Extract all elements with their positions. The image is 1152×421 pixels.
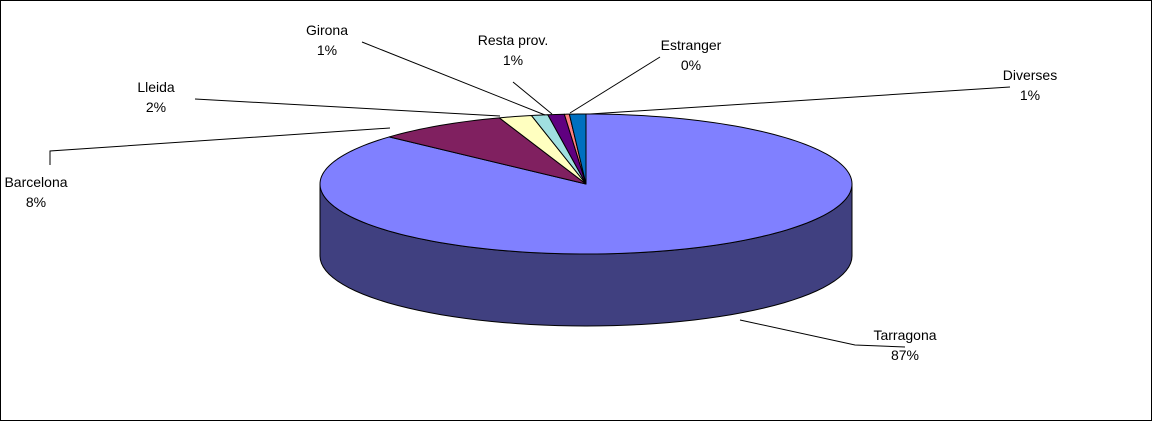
leader-line-girona [361, 41, 546, 116]
leader-lines [49, 41, 1011, 348]
pie-slice-barcelona [388, 117, 587, 185]
slice-label-name: Estranger [661, 37, 722, 53]
slice-label-percent: 1% [503, 52, 523, 68]
slice-label-name: Lleida [137, 79, 175, 95]
leader-line-diverses [589, 86, 1011, 115]
slice-label-percent: 1% [1020, 87, 1040, 103]
slice-label-percent: 8% [26, 194, 46, 210]
slice-label-name: Girona [306, 22, 348, 38]
slice-labels: Tarragona 87% Barcelona 8% Lleida 2% Girona 1% R… [4, 22, 1057, 363]
leader-line-estranger [569, 56, 661, 114]
leader-line-barcelona [49, 127, 391, 165]
slice-label-percent: 1% [317, 42, 337, 58]
slice-label-name: Barcelona [4, 174, 67, 190]
pie-top-slices [319, 113, 853, 255]
leader-line-resta-prov- [512, 81, 553, 115]
leader-line-tarragona [739, 319, 906, 348]
slice-label-percent: 87% [891, 347, 919, 363]
slice-label-name: Resta prov. [478, 32, 549, 48]
slice-label-percent: 0% [681, 57, 701, 73]
pie-slice-diverses [568, 113, 587, 185]
leader-line-lleida [194, 98, 501, 117]
slice-label-name: Tarragona [873, 327, 936, 343]
slice-label-name: Diverses [1003, 67, 1057, 83]
slice-label-percent: 2% [146, 99, 166, 115]
